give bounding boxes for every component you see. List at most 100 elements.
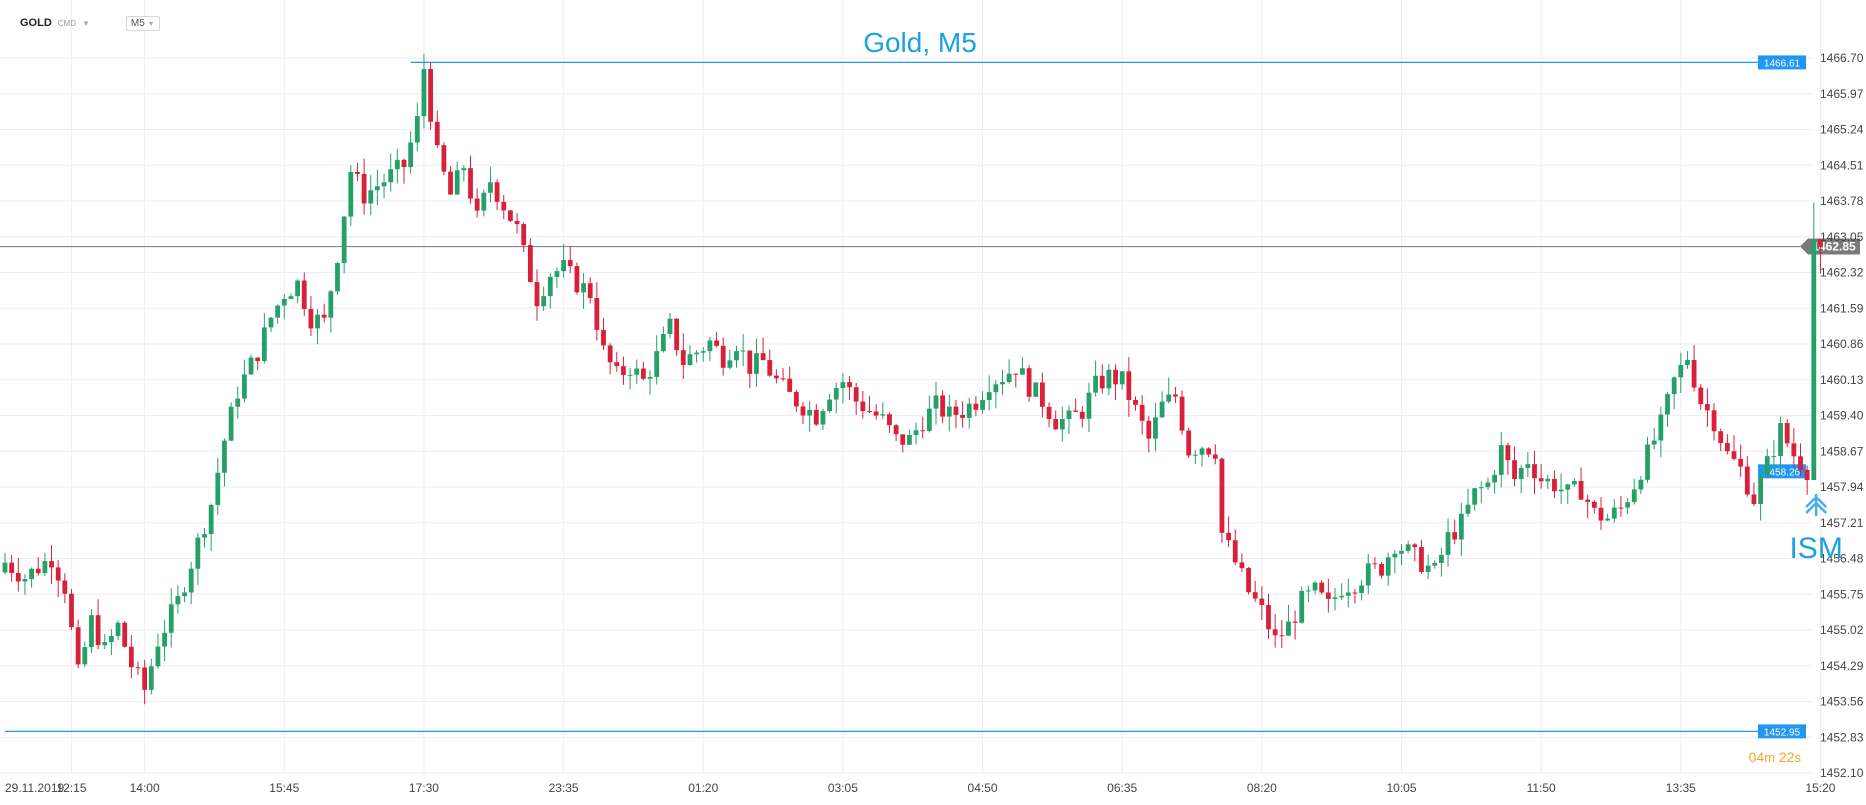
- candle-body: [1153, 417, 1158, 439]
- candle: [800, 402, 806, 424]
- candle-body: [162, 632, 167, 647]
- candle: [1538, 464, 1544, 489]
- candle: [1392, 549, 1398, 574]
- candle-body: [1159, 401, 1165, 418]
- candle: [1631, 478, 1637, 505]
- candle: [1645, 436, 1650, 483]
- candle: [660, 326, 666, 353]
- candle: [1099, 364, 1105, 394]
- timer-seconds: 22: [1778, 749, 1795, 765]
- candle-body: [155, 646, 161, 667]
- candle-body: [1585, 499, 1591, 502]
- candle-body: [800, 406, 806, 416]
- candle: [654, 335, 660, 385]
- candle-body: [893, 425, 899, 435]
- candle-body: [1651, 440, 1657, 445]
- candle: [1332, 588, 1338, 611]
- candle: [142, 659, 148, 705]
- candle: [993, 380, 999, 409]
- candle: [1000, 369, 1005, 396]
- candle: [441, 142, 447, 176]
- candle-body: [355, 171, 360, 174]
- candle-body: [109, 636, 114, 643]
- candle-body: [1685, 360, 1690, 366]
- candle: [1153, 403, 1158, 452]
- candle: [1532, 450, 1537, 495]
- candle-body: [534, 282, 540, 307]
- up-arrow-icon: [1805, 494, 1828, 516]
- candle: [1020, 356, 1025, 375]
- candle: [907, 429, 912, 446]
- candle-body: [1525, 464, 1531, 468]
- candle: [1192, 449, 1198, 464]
- candle: [1498, 431, 1504, 488]
- candle: [667, 312, 673, 339]
- candle: [926, 395, 932, 433]
- candle: [527, 238, 533, 283]
- candle-body: [920, 430, 926, 432]
- candle: [242, 359, 247, 403]
- candle: [734, 345, 739, 368]
- candle: [15, 557, 21, 592]
- candle: [361, 158, 367, 215]
- candle-body: [421, 69, 427, 117]
- candle: [1166, 377, 1172, 404]
- candle: [55, 559, 61, 597]
- candle-body: [614, 362, 620, 367]
- candle: [1219, 457, 1225, 544]
- y-tick-label: 1455.02: [1820, 623, 1864, 637]
- candle: [355, 162, 360, 182]
- candle-body: [1119, 371, 1125, 385]
- candle-body: [1013, 373, 1019, 375]
- candle: [900, 434, 906, 453]
- candle: [1718, 428, 1724, 452]
- candle-body: [115, 622, 121, 637]
- candle-body: [980, 400, 985, 410]
- candle: [261, 312, 267, 364]
- candle-body: [574, 266, 580, 293]
- candle: [29, 567, 34, 588]
- candle: [381, 173, 387, 199]
- candle: [1558, 473, 1564, 504]
- candle-body: [840, 382, 846, 389]
- candle-body: [368, 190, 374, 204]
- candle-body: [394, 159, 400, 170]
- candle-body: [434, 121, 440, 146]
- x-tick-label: 08:20: [1247, 781, 1277, 795]
- candle-body: [381, 182, 387, 187]
- candle-body: [308, 309, 314, 329]
- candle: [1086, 382, 1092, 432]
- candle: [468, 155, 473, 204]
- candle-body: [49, 561, 54, 568]
- symbol-label[interactable]: GOLD: [20, 17, 52, 29]
- candle-body: [228, 406, 234, 441]
- candle-body: [69, 593, 74, 628]
- candle-body: [1552, 478, 1557, 492]
- candle: [95, 599, 101, 650]
- candle-body: [793, 391, 799, 407]
- candle-body: [1784, 423, 1790, 444]
- timeframe-select[interactable]: M5 ▼: [125, 15, 160, 31]
- candle: [135, 661, 141, 675]
- candle-body: [1066, 410, 1072, 419]
- candle: [860, 391, 866, 419]
- candle-body: [248, 357, 254, 375]
- candle-body: [1518, 467, 1524, 480]
- candle: [1299, 586, 1305, 624]
- candle-body: [1498, 445, 1504, 475]
- candle: [700, 346, 706, 362]
- x-tick-label: 06:35: [1107, 781, 1137, 795]
- candle-body: [1618, 507, 1624, 509]
- x-tick-label: 15:20: [1805, 781, 1835, 795]
- candle: [687, 344, 693, 366]
- candle-body: [1246, 568, 1251, 593]
- candle: [1731, 435, 1737, 461]
- y-tick-label: 1458.67: [1820, 444, 1864, 458]
- candle-body: [1046, 406, 1052, 419]
- candle: [1685, 351, 1690, 369]
- chevron-down-icon[interactable]: ▼: [82, 18, 90, 28]
- candle: [35, 557, 41, 576]
- candle-body: [202, 534, 207, 538]
- candle-body: [760, 353, 766, 361]
- candle-body: [1452, 532, 1458, 540]
